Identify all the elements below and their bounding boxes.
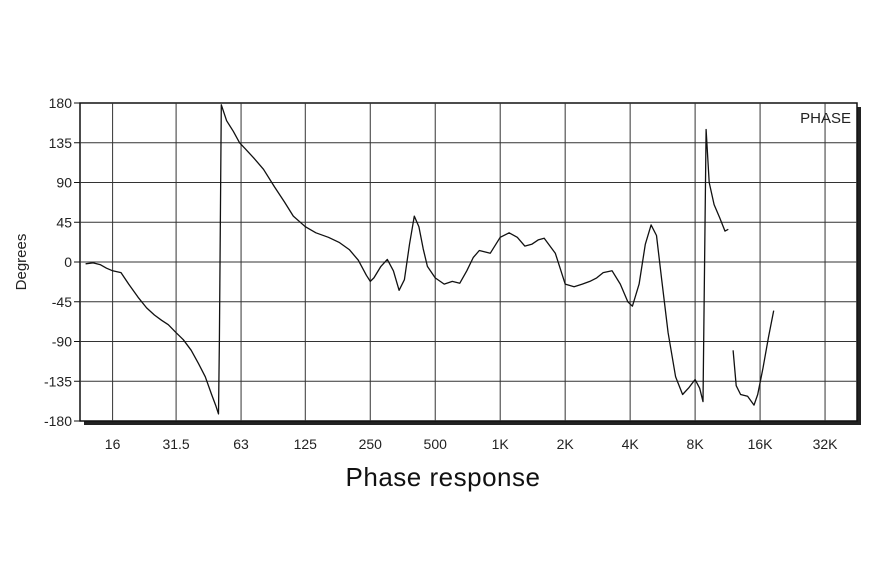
- y-tick-label: 0: [64, 254, 72, 270]
- chart-title: Phase response: [346, 462, 541, 492]
- x-axis-ticks: 16 31.5 63 125 250 500 1K 2K 4K 8K 16K 32K: [105, 436, 838, 452]
- y-tick-label: 135: [49, 135, 73, 151]
- y-tick-label: 180: [49, 95, 73, 111]
- phase-series-line: [85, 104, 729, 415]
- x-tick-label: 32K: [813, 436, 839, 452]
- x-tick-label: 4K: [622, 436, 640, 452]
- phase-series-line: [732, 310, 775, 406]
- x-tick-label: 250: [359, 436, 383, 452]
- x-tick-label: 2K: [557, 436, 575, 452]
- x-tick-label: 16K: [748, 436, 774, 452]
- y-tick-label: 90: [56, 175, 72, 191]
- x-tick-label: 8K: [687, 436, 705, 452]
- y-axis-ticks: 180 135 90 45 0 -45 -90 -135 -180: [44, 95, 80, 429]
- phase-curve: [85, 104, 775, 415]
- y-tick-label: 45: [56, 214, 72, 230]
- x-tick-label: 31.5: [162, 436, 189, 452]
- x-tick-label: 16: [105, 436, 121, 452]
- x-tick-label: 500: [424, 436, 448, 452]
- legend-label: PHASE: [800, 110, 851, 127]
- y-tick-label: -135: [44, 373, 72, 389]
- y-tick-label: -90: [52, 334, 72, 350]
- y-tick-label: -45: [52, 294, 72, 310]
- x-tick-label: 125: [294, 436, 318, 452]
- y-tick-label: -180: [44, 413, 72, 429]
- x-tick-label: 63: [233, 436, 249, 452]
- y-axis-label: Degrees: [13, 234, 30, 291]
- x-tick-label: 1K: [492, 436, 510, 452]
- grid-lines: [80, 103, 857, 421]
